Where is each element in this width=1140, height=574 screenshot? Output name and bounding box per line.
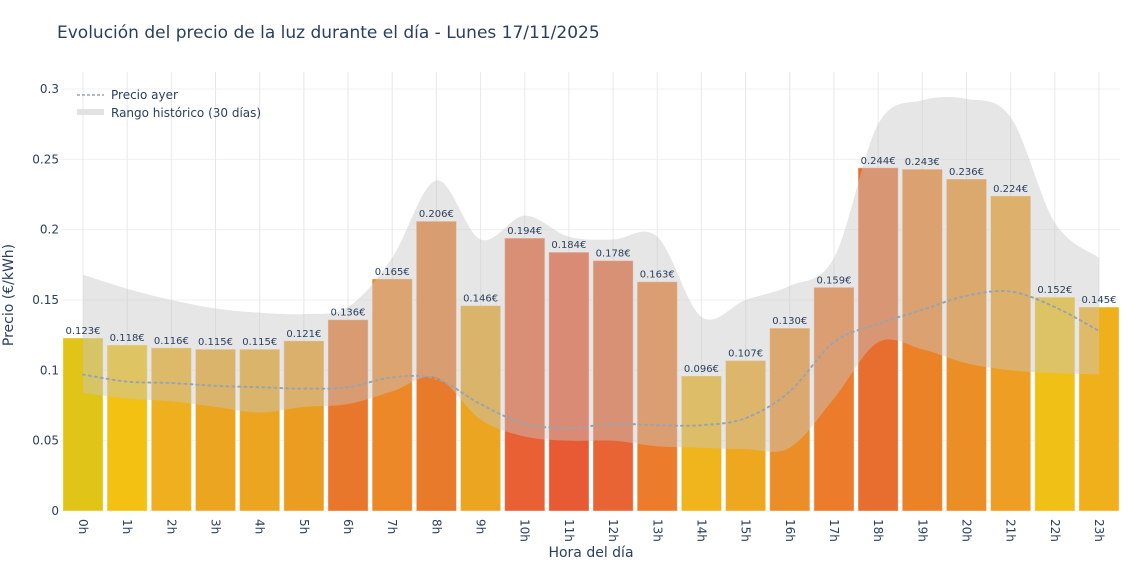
bar-data-label: 0.136€ — [331, 308, 366, 319]
bar-16h[interactable] — [769, 327, 811, 512]
y-tick-label: 0.15 — [32, 293, 59, 307]
x-tick-label: 9h — [474, 519, 488, 534]
bar-data-label: 0.178€ — [596, 249, 631, 260]
bar-data-label: 0.165€ — [375, 267, 410, 278]
bar-data-label: 0.224€ — [993, 184, 1028, 195]
historical-range-band — [83, 96, 1099, 452]
x-tick-label: 7h — [385, 519, 399, 534]
bar-data-label: 0.115€ — [242, 337, 277, 348]
bar-22h[interactable] — [1034, 296, 1076, 512]
x-tick-label: 0h — [76, 519, 90, 534]
bar-11h[interactable] — [548, 251, 590, 512]
x-tick-label: 19h — [915, 519, 929, 542]
bar-data-label: 0.163€ — [640, 270, 675, 281]
legend: Precio ayer Rango histórico (30 días) — [77, 88, 261, 120]
x-tick-label: 8h — [429, 519, 443, 534]
legend-band-swatch — [77, 109, 104, 115]
x-tick-label: 22h — [1048, 519, 1062, 542]
x-tick-label: 20h — [959, 519, 973, 542]
bar-18h[interactable] — [857, 167, 899, 512]
bar-3h[interactable] — [194, 348, 237, 512]
bar-15h[interactable] — [725, 359, 767, 512]
bar-data-label: 0.123€ — [66, 326, 101, 337]
bar-6h[interactable] — [327, 319, 369, 512]
bar-10h[interactable] — [504, 237, 546, 512]
bar-1h[interactable] — [106, 344, 148, 512]
bar-data-label: 0.096€ — [684, 364, 719, 375]
bar-data-label: 0.107€ — [728, 348, 763, 359]
bar-data-label: 0.115€ — [198, 337, 233, 348]
bar-19h[interactable] — [901, 168, 943, 512]
y-tick-label: 0.05 — [32, 434, 59, 448]
bar-4h[interactable] — [239, 348, 281, 512]
x-tick-label: 16h — [783, 519, 797, 542]
bar-data-label: 0.184€ — [551, 240, 586, 251]
y-tick-label: 0 — [51, 504, 59, 518]
x-tick-label: 17h — [827, 519, 841, 542]
x-tick-label: 4h — [253, 519, 267, 534]
x-tick-label: 1h — [120, 519, 134, 534]
bar-data-label: 0.145€ — [1082, 295, 1117, 306]
x-tick-label: 21h — [1004, 519, 1018, 542]
x-tick-label: 13h — [650, 519, 664, 542]
bar-data-label: 0.118€ — [110, 333, 145, 344]
bar-8h[interactable] — [415, 220, 457, 512]
bar-data-label: 0.159€ — [816, 275, 851, 286]
bar-20h[interactable] — [945, 178, 988, 512]
x-tick-label: 11h — [562, 519, 576, 542]
bar-9h[interactable] — [459, 305, 502, 512]
bar-data-label: 0.116€ — [154, 336, 189, 347]
bar-14h[interactable] — [680, 375, 723, 512]
bar-data-label: 0.152€ — [1037, 285, 1072, 296]
bar-13h[interactable] — [636, 281, 678, 512]
bar-data-label: 0.244€ — [861, 156, 896, 167]
legend-label-range[interactable]: Rango histórico (30 días) — [111, 106, 261, 120]
y-axis-title: Precio (€/kWh) — [1, 244, 17, 346]
bar-2h[interactable] — [150, 347, 192, 512]
y-tick-label: 0.1 — [40, 363, 59, 377]
y-tick-label: 0.25 — [32, 152, 59, 166]
x-axis-title: Hora del día — [548, 545, 633, 561]
bar-21h[interactable] — [990, 195, 1032, 512]
x-tick-label: 3h — [209, 519, 223, 534]
bar-data-label: 0.121€ — [286, 329, 321, 340]
bar-data-label: 0.194€ — [507, 226, 542, 237]
bar-7h[interactable] — [371, 278, 413, 512]
bar-0h[interactable] — [62, 337, 104, 512]
x-tick-label: 6h — [341, 519, 355, 534]
x-tick-label: 23h — [1092, 519, 1106, 542]
bar-data-label: 0.243€ — [905, 157, 940, 168]
bar-data-label: 0.206€ — [419, 209, 454, 220]
bar-5h[interactable] — [283, 340, 325, 512]
bar-17h[interactable] — [813, 286, 855, 512]
y-tick-label: 0.2 — [40, 223, 59, 237]
x-tick-label: 10h — [518, 519, 532, 542]
x-tick-label: 5h — [297, 519, 311, 534]
bar-data-label: 0.236€ — [949, 167, 984, 178]
bar-12h[interactable] — [592, 260, 634, 512]
x-tick-label: 15h — [739, 519, 753, 542]
y-tick-label: 0.3 — [40, 82, 59, 96]
x-tick-label: 2h — [164, 519, 178, 534]
legend-label-yesterday[interactable]: Precio ayer — [111, 88, 178, 102]
x-tick-label: 12h — [606, 519, 620, 542]
x-tick-label: 18h — [871, 519, 885, 542]
bar-data-label: 0.130€ — [772, 316, 807, 327]
bar-23h[interactable] — [1078, 306, 1120, 512]
x-tick-label: 14h — [694, 519, 708, 542]
bar-data-label: 0.146€ — [463, 294, 498, 305]
yesterday-price-line — [82, 289, 1100, 430]
chart-title: Evolución del precio de la luz durante e… — [57, 23, 600, 43]
